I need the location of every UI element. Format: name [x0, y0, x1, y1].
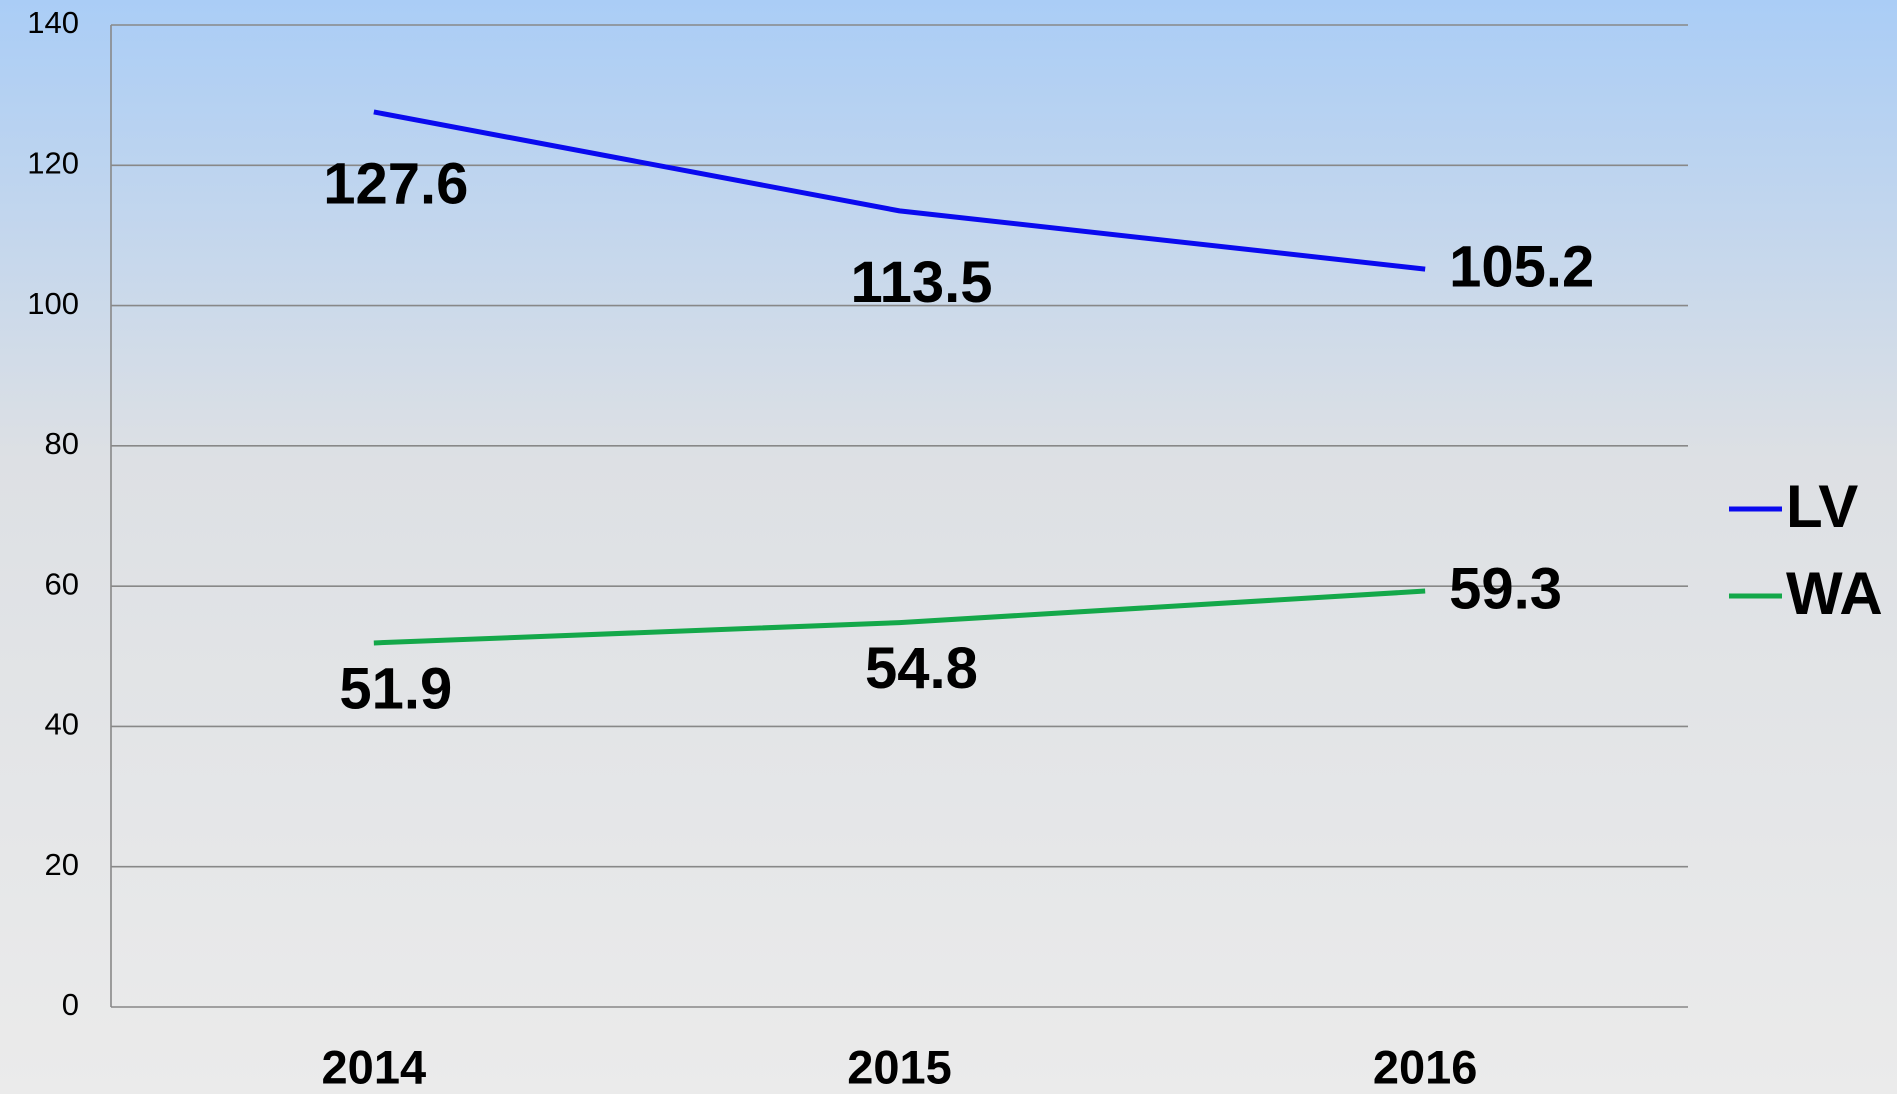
x-tick-label: 2016 [1373, 1040, 1478, 1093]
y-tick-label: 40 [45, 707, 79, 742]
data-label: 51.9 [339, 656, 452, 721]
y-tick-label: 80 [45, 426, 79, 461]
data-label: 113.5 [851, 250, 993, 315]
data-label: 59.3 [1449, 556, 1562, 621]
x-tick-label: 2015 [847, 1040, 952, 1093]
y-tick-label: 60 [45, 566, 79, 601]
x-tick-label: 2014 [322, 1040, 427, 1093]
legend-label: LV [1786, 473, 1858, 540]
y-tick-label: 100 [27, 286, 79, 321]
y-tick-label: 0 [62, 987, 79, 1022]
data-label: 127.6 [323, 151, 468, 216]
data-label: 105.2 [1449, 234, 1594, 299]
y-tick-label: 120 [27, 145, 79, 180]
data-label: 54.8 [865, 636, 978, 701]
series-line [373, 588, 1426, 646]
y-tick-label: 140 [27, 5, 79, 40]
legend-label: WA [1786, 560, 1883, 627]
series-line [373, 109, 1426, 272]
y-tick-label: 20 [45, 847, 79, 882]
